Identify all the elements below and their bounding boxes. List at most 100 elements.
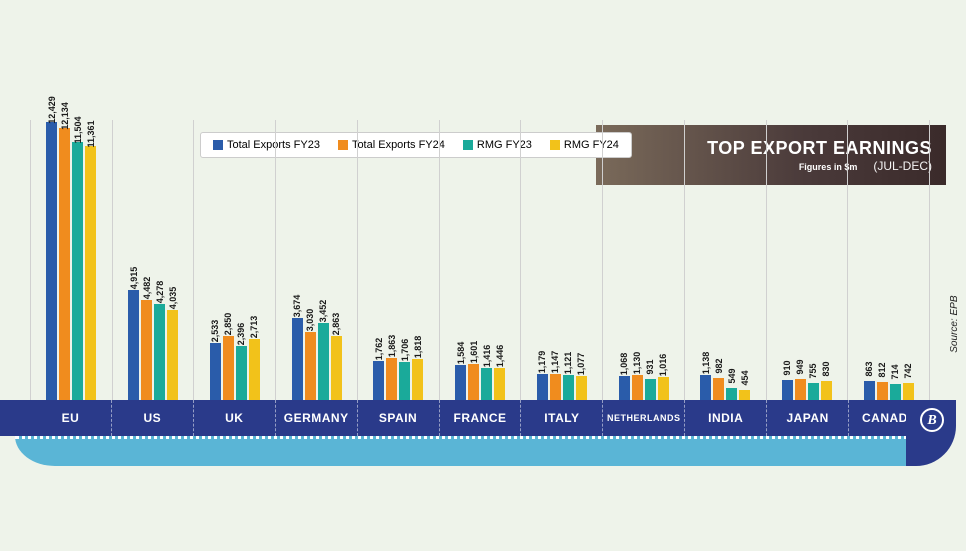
bar: 12,134 xyxy=(59,128,70,400)
bar-value-label: 3,674 xyxy=(292,294,302,327)
bar: 755 xyxy=(808,383,819,400)
bar: 4,035 xyxy=(167,310,178,400)
bar-group: 1,7621,8631,7061,818 xyxy=(357,120,439,400)
bar-value-label: 755 xyxy=(808,364,818,389)
ship-hull xyxy=(15,436,945,466)
category-label: ITALY xyxy=(520,400,602,436)
bar-value-label: 1,077 xyxy=(576,353,586,386)
bar: 812 xyxy=(877,382,888,400)
bar-group: 1,0681,1309311,016 xyxy=(602,120,684,400)
bar-value-label: 949 xyxy=(795,359,805,384)
category-label: SPAIN xyxy=(357,400,439,436)
bar-value-label: 1,706 xyxy=(400,339,410,372)
category-label: GERMANY xyxy=(275,400,357,436)
bar-group: 2,5332,8502,3962,713 xyxy=(193,120,275,400)
bar: 3,452 xyxy=(318,323,329,400)
bar: 1,016 xyxy=(658,377,669,400)
bar: 2,713 xyxy=(249,339,260,400)
bar-group: 12,42912,13411,50411,361 xyxy=(30,120,112,400)
bar: 2,533 xyxy=(210,343,221,400)
bar-group: 1,1791,1471,1211,077 xyxy=(520,120,602,400)
bar: 2,863 xyxy=(331,336,342,400)
category-label: INDIA xyxy=(684,400,766,436)
bar-value-label: 1,416 xyxy=(482,345,492,378)
bar-value-label: 11,361 xyxy=(86,120,96,157)
bar-value-label: 2,533 xyxy=(210,320,220,353)
bar-value-label: 549 xyxy=(727,368,737,393)
bar: 714 xyxy=(890,384,901,400)
category-label: JAPAN xyxy=(766,400,848,436)
bar-value-label: 4,278 xyxy=(155,281,165,314)
bar: 549 xyxy=(726,388,737,400)
bar-value-label: 931 xyxy=(645,360,655,385)
bar: 949 xyxy=(795,379,806,400)
bar: 4,915 xyxy=(128,290,139,400)
bar-value-label: 1,179 xyxy=(537,350,547,383)
bar: 1,077 xyxy=(576,376,587,400)
bar-value-label: 2,863 xyxy=(331,313,341,346)
ship-deck: EUUSUKGERMANYSPAINFRANCEITALYNETHERLANDS… xyxy=(15,400,945,436)
bar-group: 4,9154,4824,2784,035 xyxy=(112,120,194,400)
bar-value-label: 2,396 xyxy=(236,323,246,356)
bar-value-label: 863 xyxy=(864,361,874,386)
bar-group: 910949755830 xyxy=(766,120,848,400)
bar-value-label: 4,915 xyxy=(129,267,139,300)
bar-value-label: 11,504 xyxy=(73,117,83,154)
bar-value-label: 1,762 xyxy=(374,337,384,370)
category-label: UK xyxy=(193,400,275,436)
category-label: US xyxy=(111,400,193,436)
bar: 742 xyxy=(903,383,914,400)
bar: 1,863 xyxy=(386,358,397,400)
bar-value-label: 1,584 xyxy=(456,341,466,374)
bar: 1,121 xyxy=(563,375,574,400)
bar-value-label: 714 xyxy=(890,365,900,390)
bar: 1,584 xyxy=(455,365,466,400)
source-label: Source: EPB xyxy=(949,296,960,353)
bar: 11,504 xyxy=(72,142,83,400)
bar-value-label: 12,429 xyxy=(47,96,57,134)
bar-value-label: 1,068 xyxy=(619,353,629,386)
chart-area: 12,42912,13411,50411,3614,9154,4824,2784… xyxy=(30,120,930,400)
bar: 3,030 xyxy=(305,332,316,400)
bar-value-label: 1,121 xyxy=(563,352,573,385)
bar: 2,850 xyxy=(223,336,234,400)
category-axis: EUUSUKGERMANYSPAINFRANCEITALYNETHERLANDS… xyxy=(30,400,930,436)
bar-value-label: 1,863 xyxy=(387,335,397,368)
bar: 982 xyxy=(713,378,724,400)
bar-value-label: 1,130 xyxy=(632,351,642,384)
bar-value-label: 1,138 xyxy=(701,351,711,384)
bar-value-label: 2,850 xyxy=(223,313,233,346)
bar: 12,429 xyxy=(46,122,57,400)
bar: 1,416 xyxy=(481,368,492,400)
bar-value-label: 910 xyxy=(782,360,792,385)
bar: 1,446 xyxy=(494,368,505,400)
bar-value-label: 742 xyxy=(903,364,913,389)
category-label: EU xyxy=(30,400,111,436)
bar-value-label: 812 xyxy=(877,362,887,387)
bar: 3,674 xyxy=(292,318,303,400)
bar-value-label: 454 xyxy=(740,370,750,395)
bar-value-label: 1,016 xyxy=(658,354,668,387)
publisher-logo: B xyxy=(920,408,944,432)
category-label: FRANCE xyxy=(439,400,521,436)
bar-value-label: 2,713 xyxy=(249,316,259,349)
bar: 4,278 xyxy=(154,304,165,400)
bar: 1,138 xyxy=(700,375,711,400)
bar-value-label: 982 xyxy=(714,359,724,384)
bar: 1,068 xyxy=(619,376,630,400)
bar-group: 863812714742 xyxy=(847,120,930,400)
bar: 1,762 xyxy=(373,361,384,400)
bar: 454 xyxy=(739,390,750,400)
bar-value-label: 3,030 xyxy=(305,309,315,342)
bar: 830 xyxy=(821,381,832,400)
bar-group: 1,5841,6011,4161,446 xyxy=(439,120,521,400)
bar-group: 3,6743,0303,4522,863 xyxy=(275,120,357,400)
bar: 1,130 xyxy=(632,375,643,400)
bar: 910 xyxy=(782,380,793,400)
bar: 2,396 xyxy=(236,346,247,400)
bar-value-label: 4,482 xyxy=(142,276,152,309)
bar: 1,601 xyxy=(468,364,479,400)
bar: 11,361 xyxy=(85,146,96,400)
bar: 4,482 xyxy=(141,300,152,400)
category-label: NETHERLANDS xyxy=(602,400,684,436)
